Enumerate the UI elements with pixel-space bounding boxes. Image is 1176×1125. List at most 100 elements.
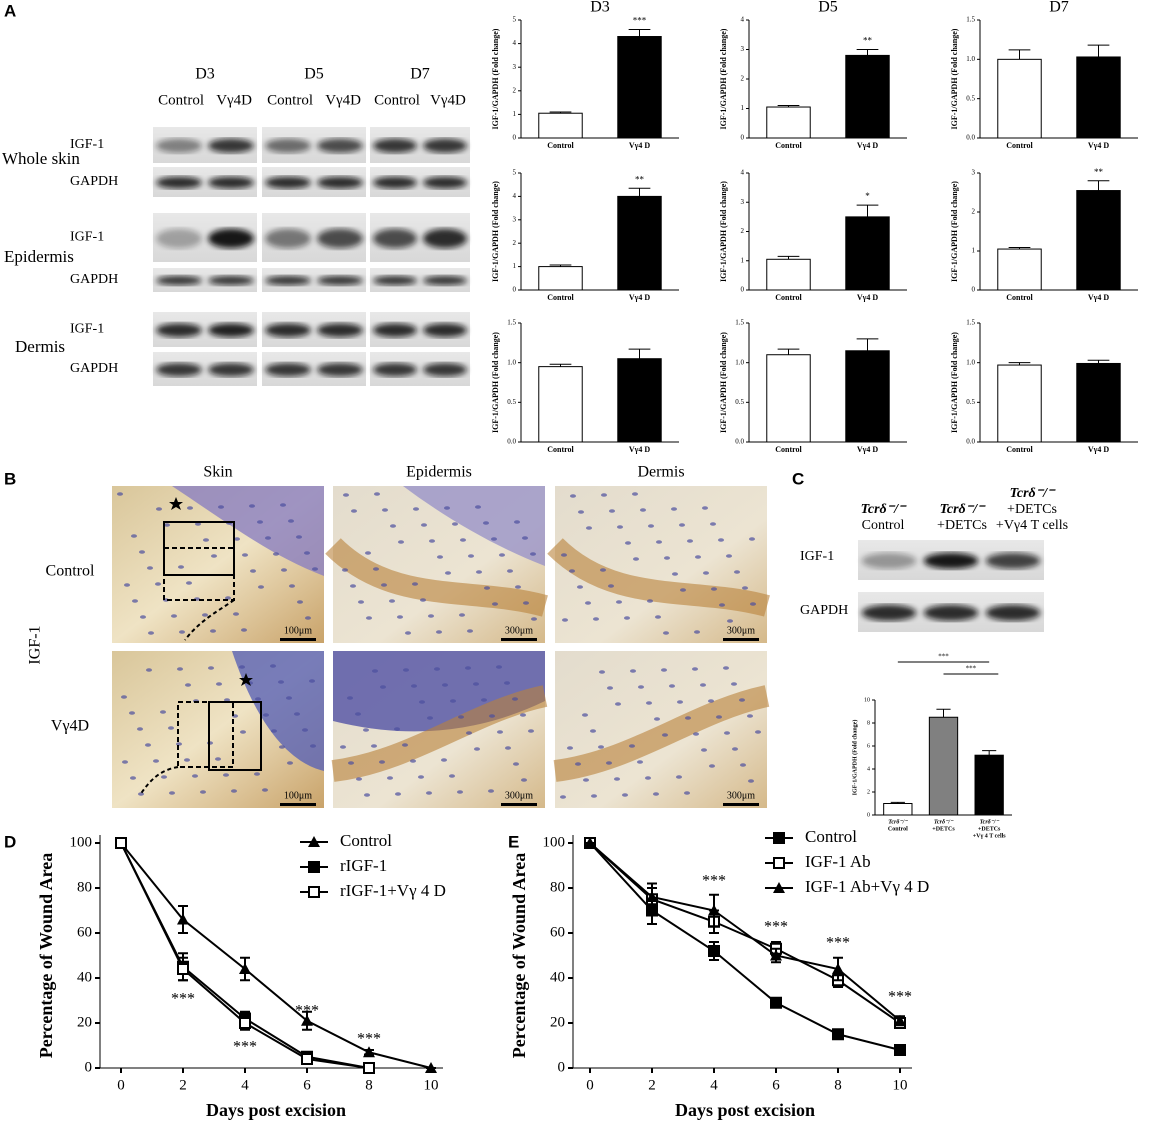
blot-band	[861, 604, 917, 621]
nucleus	[140, 615, 146, 619]
stain-region	[232, 651, 324, 771]
day-label: D3	[195, 66, 215, 83]
nucleus	[131, 534, 137, 538]
nucleus	[694, 630, 700, 634]
nucleus	[405, 631, 411, 635]
nucleus	[731, 682, 737, 686]
nucleus	[632, 492, 638, 496]
nucleus	[445, 571, 451, 575]
nucleus	[562, 618, 568, 622]
legend-label: Control	[805, 827, 857, 846]
x-tick-label: 0	[117, 1077, 125, 1093]
nucleus	[607, 686, 613, 690]
y-tick-label: 0.0	[507, 438, 516, 446]
blot-band	[208, 138, 254, 153]
y-tick-label: 20	[77, 1014, 92, 1030]
nucleus	[441, 758, 447, 762]
nucleus	[629, 744, 635, 748]
nucleus	[585, 601, 591, 605]
scale-bar-label: 300μm	[505, 790, 533, 801]
nucleus	[625, 541, 631, 545]
protein-label: IGF-1	[70, 322, 104, 337]
nucleus	[515, 585, 521, 589]
x-tick-label: Control	[775, 141, 802, 150]
nucleus	[442, 683, 448, 687]
nucleus	[278, 680, 284, 684]
bar	[1076, 362, 1121, 443]
nucleus	[168, 726, 174, 730]
blot-strip	[153, 167, 257, 197]
blot-band	[208, 176, 254, 189]
marker	[301, 1053, 313, 1065]
nucleus	[561, 553, 567, 557]
blot-strip	[153, 352, 257, 386]
nucleus	[254, 772, 260, 776]
nucleus	[671, 507, 677, 511]
nucleus	[459, 613, 465, 617]
y-axis-label: IGF-1/GAPDH (Fold change)	[719, 332, 728, 433]
nucleus	[148, 631, 154, 635]
y-tick-label: 10	[864, 697, 870, 703]
nucleus	[692, 667, 698, 671]
blot-band	[156, 323, 202, 338]
nucleus	[468, 554, 474, 558]
nucleus	[653, 792, 659, 796]
y-tick-label: 1.0	[966, 55, 975, 63]
x-tick-label: 4	[241, 1077, 249, 1093]
nucleus	[672, 572, 678, 576]
nucleus	[179, 630, 185, 634]
epidermis-band	[325, 538, 548, 617]
marker	[770, 949, 782, 961]
significance: ***	[888, 989, 912, 1006]
nucleus	[473, 682, 479, 686]
nucleus	[481, 698, 487, 702]
marker	[363, 1062, 375, 1074]
y-tick-label: 0	[513, 286, 517, 294]
legend-marker	[773, 882, 785, 893]
nucleus	[750, 602, 756, 606]
bar	[538, 112, 583, 139]
nucleus	[208, 666, 214, 670]
nucleus	[685, 716, 691, 720]
y-tick-label: 40	[550, 969, 565, 985]
nucleus	[233, 612, 239, 616]
nucleus	[734, 570, 740, 574]
y-tick-label: 3	[972, 169, 976, 177]
y-tick-label: 0	[741, 286, 745, 294]
x-tick-label: 2	[648, 1077, 656, 1093]
marker	[177, 963, 189, 975]
blot-strip	[370, 213, 470, 262]
nucleus	[684, 791, 690, 795]
nucleus	[250, 569, 256, 573]
nucleus	[185, 683, 191, 687]
nucleus	[122, 760, 128, 764]
nucleus	[567, 746, 573, 750]
y-axis-label: IGF-1/GAPDH (Fold change)	[719, 28, 728, 129]
nucleus	[211, 554, 217, 558]
nucleus	[748, 779, 754, 783]
nucleus	[382, 508, 388, 512]
y-tick-label: 20	[550, 1014, 565, 1030]
nucleus	[638, 685, 644, 689]
histology-image	[553, 651, 770, 808]
y-tick-label: 4	[513, 192, 517, 200]
error-bar	[982, 750, 997, 756]
y-axis-label: IGF-1/GAPDH (Fold change)	[950, 28, 959, 129]
bar	[974, 754, 1004, 816]
nucleus	[732, 747, 738, 751]
nucleus	[176, 742, 182, 746]
nucleus	[749, 537, 755, 541]
column-title: Skin	[203, 464, 232, 481]
nucleus	[200, 790, 206, 794]
scale-bar-label: 100μm	[284, 790, 312, 801]
nucleus	[355, 712, 361, 716]
error-bar	[549, 111, 572, 114]
column-title: Dermis	[637, 464, 684, 481]
marker	[239, 1017, 251, 1029]
nucleus	[289, 584, 295, 588]
y-tick-label: 0	[867, 812, 870, 818]
nucleus	[615, 702, 621, 706]
y-tick-label: 5	[513, 16, 517, 24]
significance: ***	[633, 16, 647, 26]
nucleus	[483, 521, 489, 525]
